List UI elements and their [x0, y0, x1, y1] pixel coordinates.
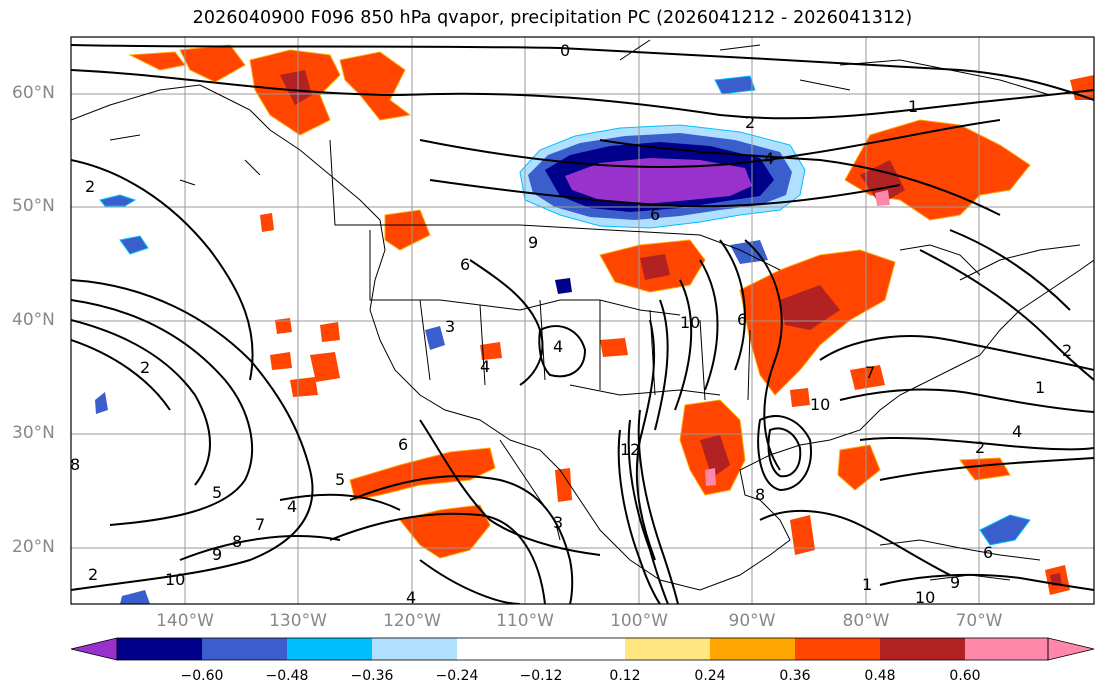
contour-label: 10 — [810, 395, 830, 414]
colorbar-tick: −0.48 — [265, 668, 309, 684]
contour-label: 2 — [1062, 341, 1072, 360]
contour-label: 1 — [862, 575, 872, 594]
lon-label-140w: 140°W — [156, 611, 214, 631]
contour-label: 9 — [212, 545, 222, 564]
contour-label: 3 — [553, 513, 563, 532]
colorbar-tick: 0.36 — [779, 668, 811, 684]
map-title: 2026040900 F096 850 hPa qvapor, precipit… — [192, 8, 913, 28]
colorbar-segment — [372, 638, 457, 660]
contour-label: 8 — [70, 455, 80, 474]
colorbar-tick: 0.24 — [694, 668, 726, 684]
colorbar-tick: 0.12 — [609, 668, 641, 684]
contour-label: 4 — [406, 588, 416, 607]
contour-label: 2 — [88, 565, 98, 584]
graticule — [71, 37, 1094, 604]
colorbar-tick: −0.36 — [350, 668, 394, 684]
colorbar-segment — [710, 638, 795, 660]
lat-label-50n: 50°N — [12, 196, 55, 216]
lon-label-130w: 130°W — [269, 611, 327, 631]
contour-label: 7 — [255, 515, 265, 534]
contour-label: 2 — [85, 177, 95, 196]
contour-label: 2 — [140, 358, 150, 377]
lat-label-60n: 60°N — [12, 83, 55, 103]
contour-label: 6 — [398, 435, 408, 454]
colorbar-segment — [287, 638, 372, 660]
contour-label: 4 — [1012, 422, 1022, 441]
contour-label: 10 — [680, 313, 700, 332]
colorbar-tick: 0.48 — [864, 668, 896, 684]
colorbar-segment — [541, 638, 625, 660]
contour-label: 8 — [232, 532, 242, 551]
colorbar-tick: 0.60 — [949, 668, 981, 684]
contour-label: 0 — [560, 41, 570, 60]
contour-label: 4 — [287, 497, 297, 516]
contour-label: 6 — [650, 205, 660, 224]
map-frame — [70, 36, 1095, 605]
contour-label: 6 — [983, 543, 993, 562]
contour-label: 8 — [755, 485, 765, 504]
colorbar-segment — [795, 638, 880, 660]
lat-label-30n: 30°N — [12, 423, 55, 443]
contour-label: 1 — [908, 97, 918, 116]
colorbar-segment — [117, 638, 202, 660]
contour-label: 9 — [528, 233, 538, 252]
contour-label: 4 — [553, 337, 563, 356]
contour-label: 10 — [165, 570, 185, 589]
contour-label: 9 — [950, 573, 960, 592]
lon-label-110w: 110°W — [496, 611, 554, 631]
lon-label-90w: 90°W — [728, 611, 776, 631]
colorbar — [70, 637, 1095, 661]
contour-label: 3 — [445, 317, 455, 336]
contour-label: 6 — [737, 310, 747, 329]
contour-label: 12 — [620, 440, 640, 459]
contour-label: 2 — [975, 438, 985, 457]
contour-label: 1 — [1035, 378, 1045, 397]
precipitation-shading — [95, 44, 1094, 604]
colorbar-segment — [457, 638, 541, 660]
colorbar-segment — [625, 638, 710, 660]
contour-label: 7 — [865, 363, 875, 382]
contour-labels: 0 1 2 2 4 6 2 2 1 2 4 6 10 6 3 4 9 12 8 … — [70, 41, 1072, 607]
contour-label: 4 — [480, 357, 490, 376]
contour-label: 10 — [915, 588, 935, 607]
colorbar-segment — [880, 638, 965, 660]
lat-label-40n: 40°N — [12, 310, 55, 330]
lon-label-70w: 70°W — [955, 611, 1003, 631]
qvapor-contours — [71, 44, 1094, 604]
colorbar-segment — [202, 638, 287, 660]
colorbar-outline — [116, 637, 1049, 661]
colorbar-extend-high — [1047, 637, 1095, 661]
colorbar-tick: −0.60 — [180, 668, 224, 684]
lon-label-100w: 100°W — [610, 611, 668, 631]
contour-label: 4 — [764, 149, 774, 168]
contour-label: 5 — [212, 483, 222, 502]
colorbar-tick: −0.24 — [435, 668, 479, 684]
contour-label: 2 — [745, 113, 755, 132]
colorbar-segment — [965, 638, 1048, 660]
lon-label-80w: 80°W — [842, 611, 890, 631]
colorbar-extend-low — [70, 637, 118, 661]
contour-label: 5 — [335, 470, 345, 489]
lon-label-120w: 120°W — [383, 611, 441, 631]
colorbar-tick: −0.12 — [519, 668, 563, 684]
contour-label: 6 — [460, 255, 470, 274]
lat-label-20n: 20°N — [12, 537, 55, 557]
